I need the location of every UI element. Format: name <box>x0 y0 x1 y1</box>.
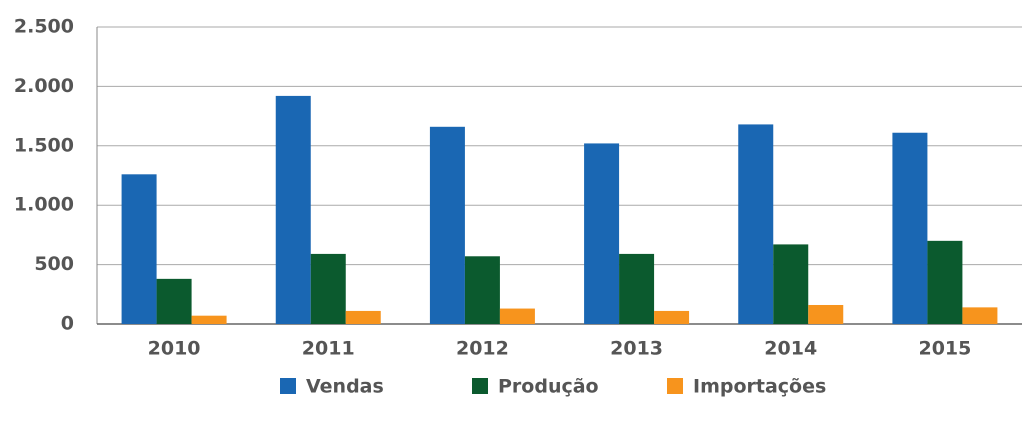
bar <box>499 308 535 324</box>
y-tick-label: 500 <box>34 253 74 275</box>
bar <box>429 126 465 325</box>
legend-label: Vendas <box>306 376 384 398</box>
bar <box>345 310 381 324</box>
x-tick-label: 2010 <box>148 338 201 360</box>
x-tick-label: 2013 <box>610 338 663 360</box>
legend-swatch <box>280 378 296 394</box>
bar <box>773 244 809 324</box>
bar <box>584 143 620 324</box>
bar <box>619 253 655 324</box>
bar <box>275 95 311 325</box>
legend-label: Produção <box>498 376 599 398</box>
legend-swatch <box>472 378 488 394</box>
y-tick-label: 2.000 <box>14 75 74 97</box>
bar <box>927 240 963 324</box>
x-tick-label: 2012 <box>456 338 509 360</box>
bar <box>121 174 157 324</box>
legend-swatch <box>667 378 683 394</box>
x-tick-label: 2014 <box>764 338 817 360</box>
legend-label: Importações <box>693 376 826 398</box>
y-tick-label: 1.000 <box>14 194 74 216</box>
bar <box>464 256 500 324</box>
x-tick-label: 2011 <box>302 338 355 360</box>
bar <box>310 253 346 324</box>
bar <box>156 278 192 324</box>
bar <box>808 304 844 324</box>
y-tick-label: 2.500 <box>14 16 74 38</box>
bar <box>962 307 998 324</box>
bar <box>654 310 690 324</box>
x-tick-label: 2015 <box>918 338 971 360</box>
bar <box>738 124 774 324</box>
y-tick-label: 1.500 <box>14 134 74 156</box>
bar <box>892 132 928 324</box>
bar <box>191 315 227 324</box>
y-tick-label: 0 <box>61 313 74 335</box>
